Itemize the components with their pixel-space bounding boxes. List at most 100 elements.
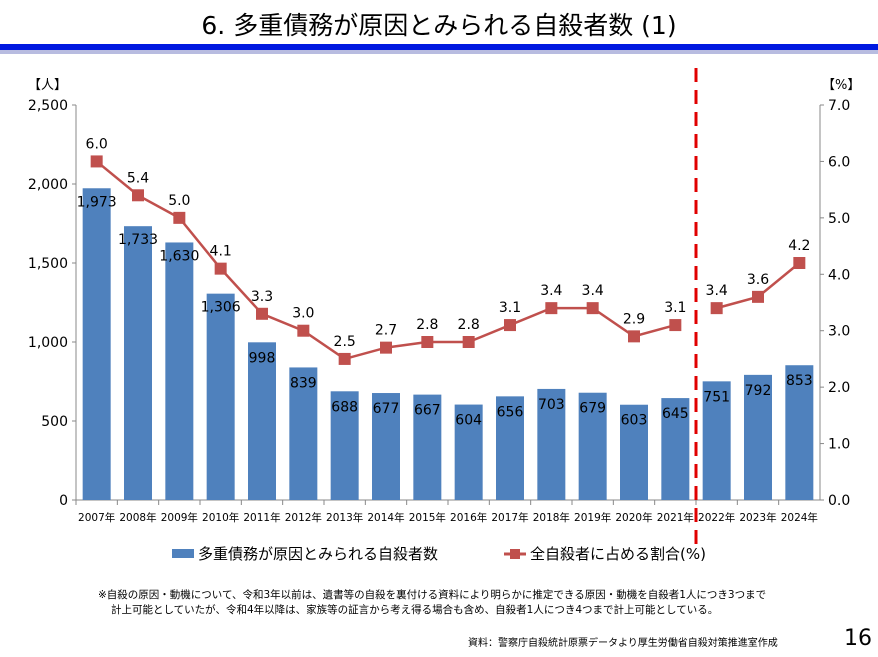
y-axis-unit-left: 【人】 <box>28 78 67 93</box>
x-tick-label: 2008年 <box>119 511 156 524</box>
line-marker <box>793 257 806 269</box>
source-note: 資料：警察庁自殺統計原票データより厚生労働省自殺対策推進室作成 <box>468 638 778 649</box>
x-tick-label: 2022年 <box>698 511 735 524</box>
title-underline <box>0 44 878 50</box>
line-marker <box>338 352 351 365</box>
line-data-label: 6.0 <box>86 136 108 152</box>
y-tick-label-right: 0.0 <box>828 493 850 509</box>
line-data-label: 3.1 <box>499 300 521 316</box>
x-tick-label: 2024年 <box>781 511 818 524</box>
y-tick-label-right: 1.0 <box>828 437 850 453</box>
bar-data-label: 645 <box>662 406 689 422</box>
bar <box>537 388 566 500</box>
x-tick-label: 2015年 <box>409 511 446 524</box>
bar <box>496 396 524 500</box>
y-tick-label-left: 2,000 <box>28 177 68 193</box>
x-tick-label: 2016年 <box>450 511 487 524</box>
bar-data-label: 703 <box>538 397 565 413</box>
line-marker <box>628 330 640 343</box>
line-data-label: 2.8 <box>458 317 480 333</box>
bar-data-label: 751 <box>703 389 730 405</box>
x-tick-label: 2009年 <box>161 511 198 524</box>
legend-line-label: 全自殺者に占める割合(%) <box>530 545 706 563</box>
bar <box>661 398 690 500</box>
line-data-label: 3.4 <box>540 283 562 299</box>
bar <box>330 391 359 500</box>
bar <box>289 367 318 500</box>
bar-data-label: 603 <box>621 413 648 429</box>
y-tick-label-right: 7.0 <box>828 98 850 114</box>
line-data-label: 2.8 <box>416 317 438 333</box>
bar-data-label: 792 <box>745 383 772 399</box>
bar-data-label: 604 <box>455 413 482 429</box>
y-axis-unit-right: 【%】 <box>822 78 860 93</box>
line-data-label: 5.4 <box>127 170 149 186</box>
x-tick-label: 2017年 <box>491 511 528 524</box>
title-underline-shadow <box>0 50 878 54</box>
bar <box>454 404 483 500</box>
chart: 0 500 1,000 1,500 2,000 2,500 0.0 1.0 2.0 3.0 4.0 5… <box>28 68 860 563</box>
bar-data-label: 656 <box>497 404 524 420</box>
bar <box>248 342 276 500</box>
line-data-label: 2.7 <box>375 323 397 339</box>
legend-line-marker <box>510 549 520 559</box>
y-tick-label-left: 0 <box>59 493 68 509</box>
bar <box>206 293 235 500</box>
bar-data-label: 1,306 <box>201 300 241 316</box>
line-marker <box>421 336 434 348</box>
bar <box>744 374 772 500</box>
x-tick-label: 2010年 <box>202 511 239 524</box>
bar <box>413 394 442 500</box>
footnote-2: 計上可能としていたが、令和4年以降は、家族等の証言から考え得る場合も含め、自殺者… <box>111 604 719 616</box>
bar-data-label: 679 <box>579 401 606 417</box>
footnote-1: ※自殺の原因・動機について、令和3年以前は、遺書等の自殺を裏付ける資料により明ら… <box>98 589 767 601</box>
x-tick-label: 2019年 <box>574 511 611 524</box>
bar-data-label: 839 <box>290 375 317 391</box>
line-data-label: 2.9 <box>623 311 645 327</box>
y-tick-label-left: 1,000 <box>28 335 68 351</box>
line-data-label: 3.1 <box>664 300 686 316</box>
x-tick-label: 2007年 <box>78 511 115 524</box>
line-marker <box>90 155 103 168</box>
line-data-label: 3.4 <box>706 283 728 299</box>
bar-data-label: 1,973 <box>77 194 117 210</box>
legend-bar-label: 多重債務が原因とみられる自殺者数 <box>198 545 438 563</box>
y-tick-label-right: 5.0 <box>828 211 850 227</box>
bar-data-label: 667 <box>414 403 441 419</box>
bar <box>165 242 194 500</box>
line-marker <box>586 302 599 315</box>
bar-data-label: 853 <box>786 373 813 389</box>
line-data-label: 3.6 <box>747 272 769 288</box>
line-marker <box>669 319 682 332</box>
x-tick-label: 2011年 <box>243 511 280 524</box>
x-tick-label: 2023年 <box>739 511 776 524</box>
x-tick-label: 2018年 <box>533 511 570 524</box>
legend-bar-swatch <box>172 549 194 558</box>
bar-data-label: 1,733 <box>118 232 158 248</box>
page-title: 6. 多重債務が原因とみられる自殺者数 (1) <box>201 11 677 40</box>
bar <box>785 365 814 500</box>
bar <box>124 226 152 500</box>
line-data-label: 3.0 <box>292 306 314 322</box>
bar-data-label: 998 <box>249 350 276 366</box>
line-marker <box>545 302 558 315</box>
page-number: 16 <box>844 626 872 651</box>
line-data-label: 4.2 <box>788 238 810 254</box>
line-marker <box>710 302 723 315</box>
y-tick-label-left: 500 <box>41 414 68 430</box>
line-data-label: 5.0 <box>168 193 190 209</box>
bar <box>702 381 731 500</box>
line-marker <box>256 307 268 320</box>
bar <box>620 404 648 500</box>
line-marker <box>504 319 516 332</box>
x-tick-label: 2012年 <box>285 511 322 524</box>
line-marker <box>214 262 227 275</box>
line-marker <box>380 341 392 354</box>
y-tick-label-right: 6.0 <box>828 154 850 170</box>
line-data-label: 3.3 <box>251 289 273 305</box>
bar <box>372 393 400 500</box>
bar-data-label: 688 <box>331 399 358 415</box>
y-tick-label-right: 4.0 <box>828 267 850 283</box>
x-tick-label: 2014年 <box>367 511 404 524</box>
line-data-label: 2.5 <box>334 334 356 350</box>
